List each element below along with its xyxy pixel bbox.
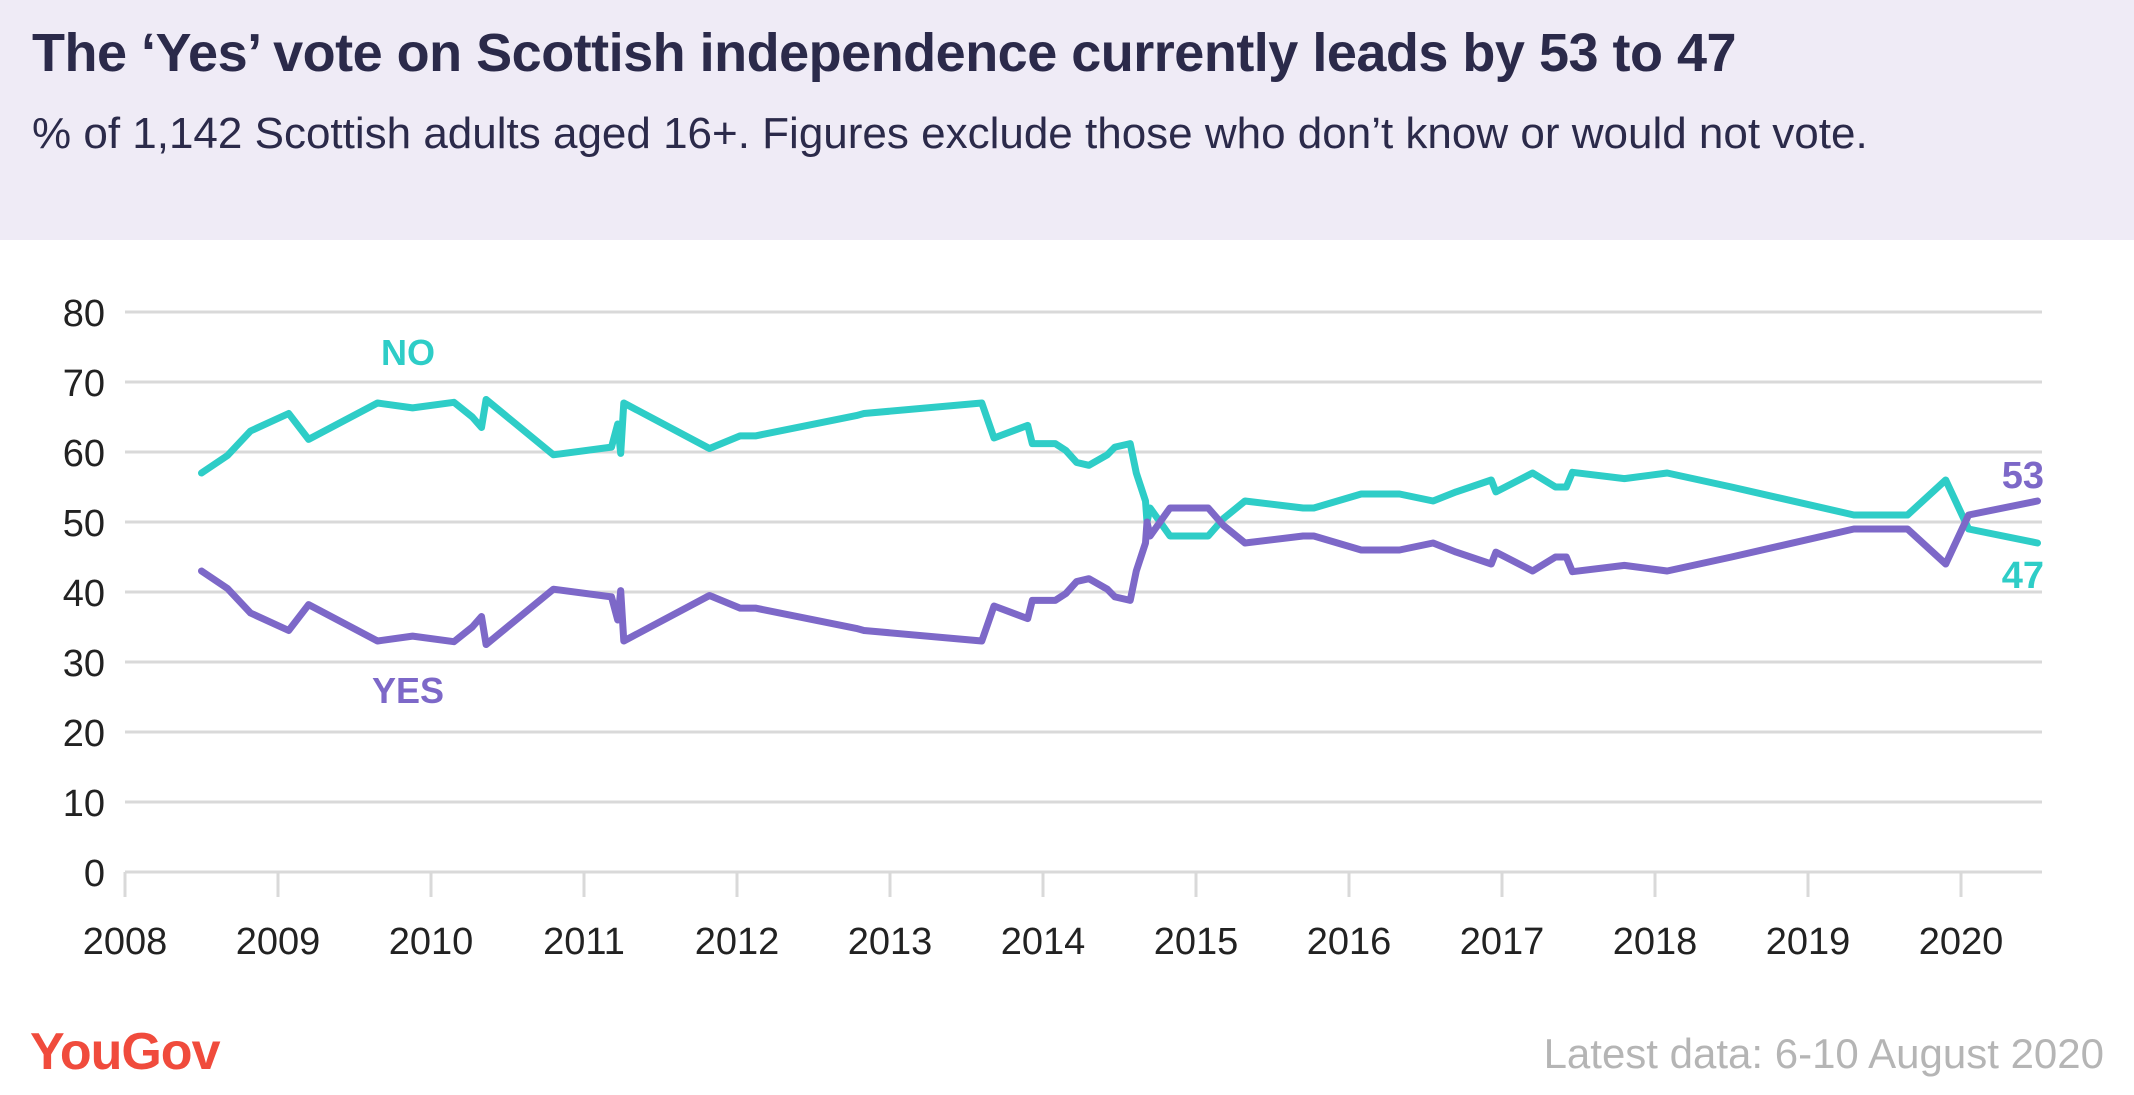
series-label-yes: YES bbox=[372, 670, 444, 711]
x-tick-label: 2008 bbox=[83, 921, 168, 963]
x-tick-label: 2012 bbox=[695, 921, 780, 963]
x-tick-label: 2010 bbox=[389, 921, 474, 963]
y-tick-label: 10 bbox=[63, 783, 105, 825]
y-tick-label: 70 bbox=[63, 363, 105, 405]
x-tick-label: 2013 bbox=[848, 921, 933, 963]
x-tick-label: 2018 bbox=[1613, 921, 1698, 963]
gridlines bbox=[125, 310, 2042, 874]
y-tick-label: 30 bbox=[63, 643, 105, 685]
chart-subtitle: % of 1,142 Scottish adults aged 16+. Fig… bbox=[32, 109, 1868, 158]
series-lines bbox=[198, 396, 2041, 648]
end-label-no: 47 bbox=[2002, 555, 2044, 597]
x-tick-label: 2014 bbox=[1001, 921, 1086, 963]
x-tick-label: 2015 bbox=[1154, 921, 1239, 963]
y-tick-label: 80 bbox=[63, 293, 105, 335]
x-tick-label: 2019 bbox=[1766, 921, 1851, 963]
y-tick-label: 0 bbox=[84, 853, 105, 895]
chart-title: The ‘Yes’ vote on Scottish independence … bbox=[32, 23, 1737, 83]
y-tick-label: 60 bbox=[63, 433, 105, 475]
series-line-no bbox=[198, 396, 2041, 547]
latest-data-note: Latest data: 6-10 August 2020 bbox=[1543, 1030, 2104, 1077]
y-axis-ticks: 0 10 20 30 40 50 60 70 80 bbox=[63, 293, 105, 895]
yougov-logo: YouGov bbox=[30, 1023, 220, 1081]
y-tick-label: 40 bbox=[63, 573, 105, 615]
series-line-yes bbox=[198, 497, 2041, 648]
x-tick-label: 2017 bbox=[1460, 921, 1545, 963]
x-axis-ticks: 2008 2009 2010 2011 2012 2013 2014 2015 2016 2017… bbox=[83, 872, 2004, 963]
series-labels: NO YES 53 47 bbox=[372, 332, 2044, 711]
y-tick-label: 50 bbox=[63, 503, 105, 545]
chart-header: The ‘Yes’ vote on Scottish independence … bbox=[0, 0, 2134, 240]
series-label-no: NO bbox=[381, 332, 435, 373]
x-tick-label: 2020 bbox=[1919, 921, 2004, 963]
y-tick-label: 20 bbox=[63, 713, 105, 755]
x-tick-label: 2011 bbox=[543, 921, 625, 963]
end-label-yes: 53 bbox=[2002, 455, 2044, 497]
x-tick-label: 2016 bbox=[1307, 921, 1392, 963]
x-tick-label: 2009 bbox=[236, 921, 321, 963]
